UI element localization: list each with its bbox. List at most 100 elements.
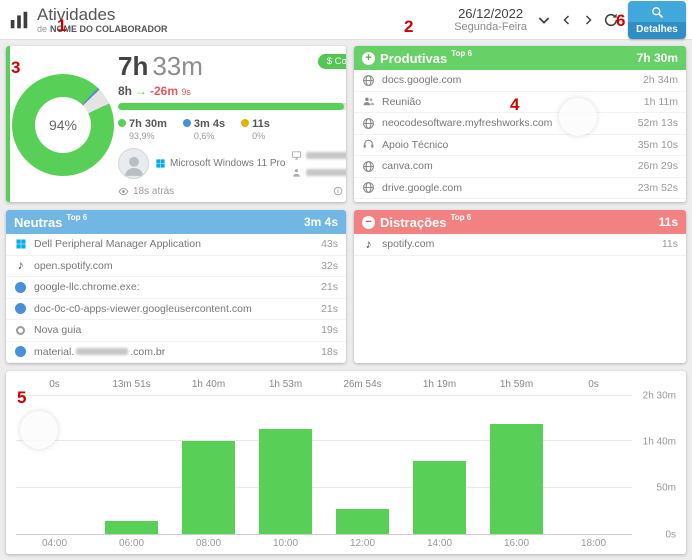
gridline xyxy=(16,486,632,488)
goal-line: 8h → -26m 9s xyxy=(118,84,346,98)
globe-icon xyxy=(362,74,375,87)
annotation-6: 6 xyxy=(616,11,626,30)
neutral-top-label: Top 6 xyxy=(66,213,88,222)
page-subtitle: de NOME DO COLABORADOR xyxy=(37,24,168,34)
legend-distraction-percent: 0% xyxy=(252,131,266,141)
legend-distraction: 11s 0% xyxy=(241,118,270,141)
os-line: Microsoft Windows 11 Pro xyxy=(155,158,285,169)
progress-fill xyxy=(118,103,344,110)
windows-icon xyxy=(14,238,27,251)
windows-icon xyxy=(155,158,166,169)
item-value: 11s xyxy=(661,238,678,251)
item-value: 43s xyxy=(321,238,338,251)
item-label-redacted: material. .com.br xyxy=(34,346,314,358)
search-icon xyxy=(628,0,686,22)
x-tick: 04:00 xyxy=(41,538,68,549)
list-item: material. .com.br 18s xyxy=(6,342,346,363)
item-label: drive.google.com xyxy=(382,181,462,194)
x-tick: 16:00 xyxy=(503,538,530,549)
page-title-block: Atividades de NOME DO COLABORADOR xyxy=(37,6,168,34)
details-button[interactable]: Detalhes xyxy=(628,0,686,39)
chevron-down-icon[interactable] xyxy=(536,12,552,28)
total-minutes: 33m xyxy=(152,51,203,81)
donut-wrap: 94% xyxy=(12,52,114,197)
redacted-host xyxy=(291,150,346,161)
app-icon xyxy=(14,302,27,315)
arrow-right-icon: → xyxy=(135,84,148,98)
avatar xyxy=(118,148,149,179)
globe-icon xyxy=(362,117,375,130)
browser-tab-icon xyxy=(14,324,27,337)
legend-neutral: 3m 4s 0,6% xyxy=(182,118,226,141)
goal-delta: -26m xyxy=(150,84,179,98)
distraction-dot-icon xyxy=(241,119,250,127)
date-picker[interactable]: 26/12/2022 Segunda-Feira xyxy=(454,6,527,33)
list-item: drive.google.com 23m 52s xyxy=(354,178,686,199)
item-value: 26m 29s xyxy=(637,160,678,173)
next-day-button[interactable] xyxy=(582,14,594,26)
neutral-dot-icon xyxy=(182,119,191,127)
music-note-icon: ♪ xyxy=(17,258,24,273)
bar-column xyxy=(401,395,478,534)
bar-column xyxy=(555,395,632,534)
brand: Atividades de NOME DO COLABORADOR xyxy=(8,6,168,34)
user-row: Microsoft Windows 11 Pro xyxy=(118,148,346,179)
gridline xyxy=(16,440,632,442)
bar-value-label: 1h 53m xyxy=(268,379,303,390)
redacted-user xyxy=(291,167,346,178)
list-item: google-llc.chrome.exe: 21s xyxy=(6,277,346,299)
distraction-card-header: − Distrações Top 6 11s xyxy=(354,210,686,234)
app-icon xyxy=(14,281,27,294)
os-name: Microsoft Windows 11 Pro xyxy=(170,158,286,169)
schedule-badge: $ Comercial xyxy=(317,54,346,69)
item-value: 19s xyxy=(321,324,338,337)
bar xyxy=(182,441,235,534)
legend-productive-percent: 93,9% xyxy=(129,131,155,141)
legend-distraction-value: 11s xyxy=(252,118,270,130)
item-value: 23m 52s xyxy=(637,181,678,194)
legend-productive: 7h 30m 93,9% xyxy=(118,118,167,141)
bar-value-label: 1h 40m xyxy=(191,379,226,390)
item-label: Dell Peripheral Manager Application xyxy=(34,238,201,251)
list-item: Apoio Técnico 35m 10s xyxy=(354,135,686,156)
blurred-text xyxy=(306,168,346,176)
chart-x-labels: 04:00 06:00 08:00 10:00 12:00 14:00 16:0… xyxy=(16,538,632,549)
page-title: Atividades xyxy=(37,4,116,24)
bar xyxy=(336,509,389,534)
list-item: doc-0c-c0-apps-viewer.googleusercontent.… xyxy=(6,299,346,320)
item-label: docs.google.com xyxy=(382,74,462,87)
chart-plot xyxy=(16,394,632,535)
goal-hours: 8h xyxy=(118,84,133,98)
music-note-icon: ♪ xyxy=(365,236,372,251)
item-label: open.spotify.com xyxy=(34,259,113,272)
bar-value-label: 0s xyxy=(588,379,599,390)
item-value: 52m 13s xyxy=(637,117,678,130)
list-item: docs.google.com 2h 34m xyxy=(354,70,686,92)
time-legend: 7h 30m 93,9% 3m 4s 0,6% 11s 0% xyxy=(118,118,346,141)
legend-neutral-percent: 0,6% xyxy=(193,131,215,141)
progress-bar xyxy=(118,103,346,110)
item-value: 32s xyxy=(321,259,338,272)
neutral-card-header: Neutras Top 6 3m 4s xyxy=(6,210,346,234)
distractions-total: 11s xyxy=(658,215,678,229)
bar-value-label: 26m 54s xyxy=(343,379,382,390)
previous-day-button[interactable] xyxy=(561,14,573,26)
annotation-5: 5 xyxy=(17,388,27,407)
legend-neutral-value: 3m 4s xyxy=(193,118,226,130)
neutral-title: Neutras xyxy=(14,214,63,230)
annotation-3: 3 xyxy=(11,58,21,77)
globe-icon xyxy=(362,160,375,173)
list-item: Dell Peripheral Manager Application 43s xyxy=(6,234,346,256)
item-label-prefix: material. xyxy=(34,345,75,358)
refresh-icon[interactable] xyxy=(603,12,619,28)
y-tick: 1h 40m xyxy=(642,436,676,448)
item-label: Apoio Técnico xyxy=(382,138,449,151)
selected-weekday: Segunda-Feira xyxy=(454,21,527,33)
top-bar: Atividades de NOME DO COLABORADOR 26/12/2… xyxy=(0,0,692,40)
y-tick: 2h 30m xyxy=(642,390,676,402)
y-tick: 50m xyxy=(656,482,676,494)
eye-icon xyxy=(118,186,129,197)
list-item: Reunião 1h 11m xyxy=(354,92,686,113)
donut-chart: 94% xyxy=(12,73,114,176)
item-label: google-llc.chrome.exe: xyxy=(34,281,140,294)
